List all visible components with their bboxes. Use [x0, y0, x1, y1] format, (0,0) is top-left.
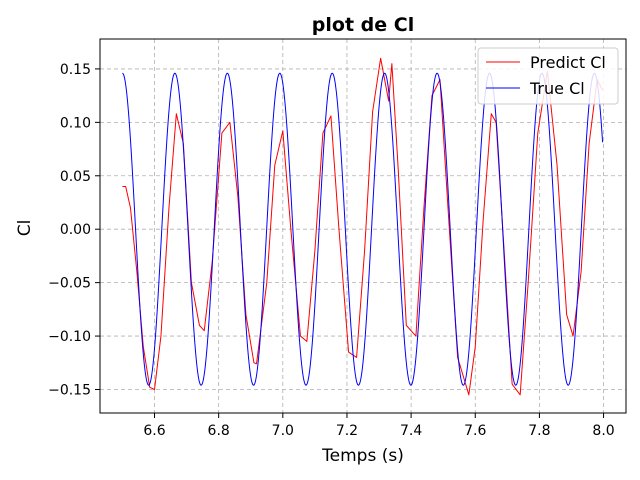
axes: 6.6 6.8 7.0 7.2 7.4 7.6 7.8 8.0 −0.15 −0.10 −0.05 0… [48, 38, 627, 439]
x-tick-label: 7.4 [400, 423, 422, 439]
y-tick-label: 0.10 [60, 115, 91, 131]
series-lines [122, 57, 604, 396]
legend-label-true: True Cl [529, 79, 585, 98]
x-axis-label: Temps (s) [321, 446, 404, 466]
x-tick-label: 6.8 [208, 423, 230, 439]
chart-title: plot de Cl [312, 14, 414, 36]
series-true-cl [122, 72, 604, 386]
grid [100, 39, 626, 413]
y-tick-label: 0.05 [60, 169, 91, 185]
x-tick-label: 7.8 [528, 423, 550, 439]
y-tick-label: −0.15 [48, 382, 91, 398]
y-tick-label: −0.10 [48, 329, 91, 345]
y-tick-label: 0.15 [60, 62, 91, 78]
y-tick-label: 0.00 [60, 222, 91, 238]
x-tick-label: 7.6 [464, 423, 486, 439]
x-tick-label: 8.0 [592, 423, 614, 439]
y-tick-label: −0.05 [48, 276, 91, 292]
legend: Predict Cl True Cl [477, 47, 619, 105]
legend-label-predict: Predict Cl [530, 53, 606, 72]
x-tick-label: 7.2 [336, 423, 358, 439]
x-tick-label: 7.0 [272, 423, 294, 439]
y-axis-label: Cl [15, 220, 35, 237]
x-tick-label: 6.6 [143, 423, 165, 439]
plot-frame [99, 38, 627, 414]
